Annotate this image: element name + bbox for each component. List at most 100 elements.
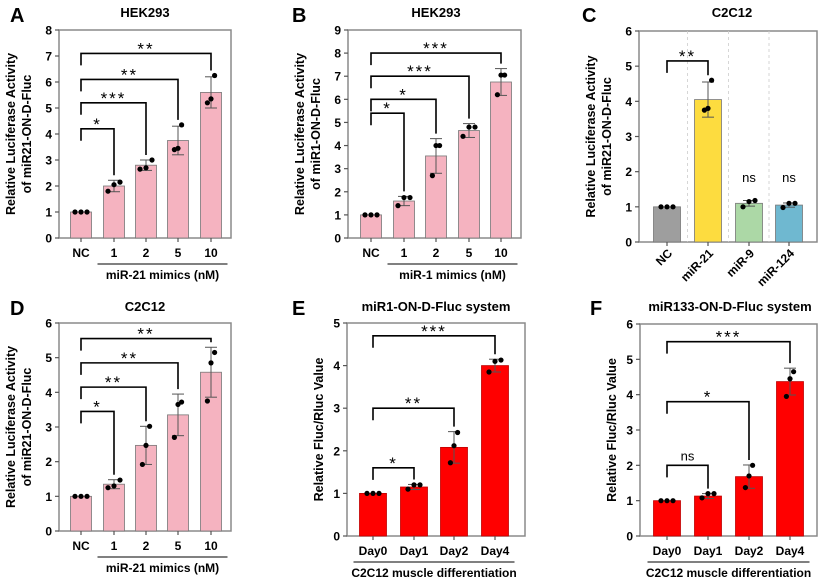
significance-bracket bbox=[80, 52, 212, 71]
bar bbox=[70, 495, 92, 532]
bar bbox=[103, 483, 125, 532]
y-tick-label: 1 bbox=[45, 490, 52, 504]
y-tick-label: 0 bbox=[625, 236, 632, 250]
panel-c: C C2C12 0 1 2 3 4 5 6 Relative Luciferase Activit… bbox=[582, 5, 818, 289]
significance-bracket bbox=[372, 467, 415, 480]
data-point bbox=[204, 398, 210, 404]
data-point bbox=[179, 122, 185, 128]
x-tick-label: 10 bbox=[204, 246, 218, 260]
data-point bbox=[670, 498, 676, 504]
plot-frame bbox=[346, 322, 526, 537]
y-axis-label: Relative Luciferase Activity bbox=[4, 346, 18, 508]
significance-label: ns bbox=[782, 170, 796, 185]
bar bbox=[103, 185, 125, 239]
bar bbox=[400, 486, 428, 537]
significance-label: * bbox=[389, 454, 398, 473]
data-point bbox=[370, 490, 376, 496]
data-point bbox=[364, 490, 370, 496]
chart-title: HEK293 bbox=[411, 5, 460, 20]
data-point bbox=[498, 357, 504, 363]
significance-bracket bbox=[80, 128, 115, 176]
x-tick-label: Day2 bbox=[735, 544, 764, 558]
y-tick-label: 4 bbox=[333, 359, 340, 373]
bar bbox=[135, 164, 157, 239]
data-point bbox=[417, 482, 423, 488]
x-tick-label: NC bbox=[72, 246, 90, 260]
significance-label: ** bbox=[105, 373, 122, 392]
significance-bracket bbox=[80, 102, 147, 155]
significance-label: ** bbox=[137, 325, 154, 344]
panel-d: D C2C12 0 1 2 3 4 5 6 Relative Luciferase Activit… bbox=[4, 298, 232, 575]
y-axis-label: Relative Luciferase Activity bbox=[293, 53, 307, 215]
x-tick-label: 5 bbox=[466, 246, 473, 260]
panel-letter: B bbox=[292, 5, 306, 27]
data-point bbox=[395, 203, 401, 209]
data-point bbox=[171, 434, 177, 440]
x-tick-label: Day0 bbox=[653, 544, 682, 558]
y-tick-label: 0 bbox=[334, 232, 341, 246]
bar bbox=[775, 204, 803, 243]
significance-bracket bbox=[372, 407, 455, 427]
data-point bbox=[740, 204, 746, 210]
x-tick-label: Day4 bbox=[776, 544, 805, 558]
y-tick-label: 0 bbox=[333, 530, 340, 544]
significance-bracket bbox=[80, 410, 115, 475]
y-tick-label: 2 bbox=[626, 459, 633, 473]
data-point bbox=[147, 423, 153, 429]
y-tick-label: 5 bbox=[625, 60, 632, 74]
data-point bbox=[143, 442, 149, 448]
y-tick-label: 0 bbox=[626, 530, 633, 544]
x-tick-label: miR-124 bbox=[754, 246, 797, 289]
significance-label: *** bbox=[716, 328, 742, 347]
panel-letter: C bbox=[582, 5, 596, 27]
data-point bbox=[791, 369, 797, 375]
data-point bbox=[502, 72, 508, 78]
data-point bbox=[429, 173, 435, 179]
significance-label: *** bbox=[423, 39, 449, 58]
data-point bbox=[780, 204, 786, 211]
significance-label: ns bbox=[681, 448, 695, 463]
y-tick-label: 1 bbox=[334, 208, 341, 222]
data-point bbox=[84, 209, 90, 215]
data-point bbox=[658, 498, 664, 504]
y-tick-label: 6 bbox=[626, 318, 633, 332]
bar bbox=[360, 214, 382, 239]
x-tick-label: 2 bbox=[143, 539, 150, 553]
data-point bbox=[752, 197, 758, 204]
data-point bbox=[411, 482, 417, 488]
y-axis-label: of miR1-ON-D-Fluc bbox=[309, 78, 323, 190]
x-tick-label: miR-21 bbox=[678, 246, 716, 284]
y-tick-label: 0 bbox=[45, 232, 52, 246]
y-tick-label: 3 bbox=[334, 162, 341, 176]
x-axis-label: C2C12 muscle differentiation bbox=[646, 566, 811, 580]
x-tick-label: miR-9 bbox=[724, 246, 758, 280]
x-tick-label: Day2 bbox=[440, 544, 469, 558]
data-point bbox=[111, 483, 117, 489]
x-tick-label: NC bbox=[72, 539, 90, 553]
y-tick-label: 7 bbox=[45, 50, 52, 64]
panel-a: A HEK293 0 1 2 3 4 5 6 7 8 Relative Luciferase Acti… bbox=[4, 5, 232, 282]
significance-bracket bbox=[666, 340, 791, 364]
x-tick-label: Day4 bbox=[481, 544, 510, 558]
data-point bbox=[72, 209, 78, 215]
data-point bbox=[212, 72, 218, 79]
data-point bbox=[78, 493, 84, 499]
data-point bbox=[368, 212, 374, 218]
bar bbox=[694, 495, 722, 537]
data-point bbox=[407, 194, 413, 201]
significance-label: ns bbox=[742, 170, 756, 185]
x-tick-label: 5 bbox=[175, 539, 182, 553]
bar bbox=[200, 92, 222, 239]
y-tick-label: 1 bbox=[626, 494, 633, 508]
data-point bbox=[117, 477, 123, 483]
x-tick-label: NC bbox=[653, 246, 675, 268]
data-point bbox=[455, 429, 461, 436]
y-tick-label: 8 bbox=[334, 47, 341, 61]
panel-letter: E bbox=[292, 298, 305, 320]
data-point bbox=[705, 105, 711, 111]
y-axis-label: Relative Luciferase Activity bbox=[584, 55, 598, 217]
y-tick-label: 4 bbox=[334, 139, 341, 153]
data-point bbox=[374, 212, 380, 218]
y-tick-label: 3 bbox=[333, 402, 340, 416]
